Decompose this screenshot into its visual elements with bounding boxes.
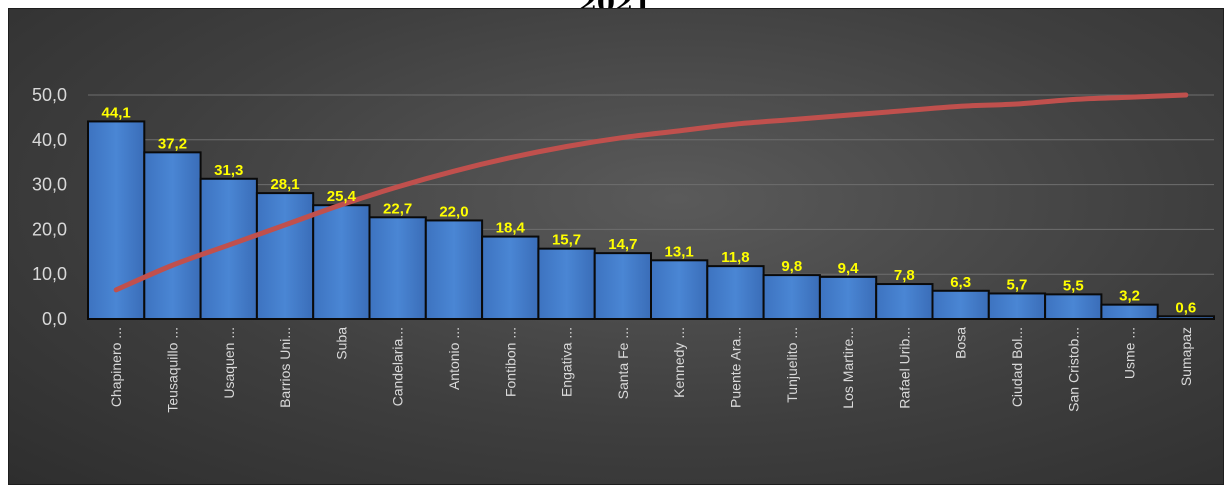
bar [1156, 315, 1215, 321]
y-tick-label: 0,0 [42, 309, 67, 329]
y-tick-label: 20,0 [32, 219, 67, 239]
cumulative-line-path [113, 92, 1189, 293]
category-label: Candelaria... [390, 327, 406, 406]
x-axis: Chapinero ... Teusaquillo ... Usaquen ... B… [108, 327, 1194, 413]
bar [987, 292, 1047, 320]
data-labels: 44,1 37,2 31,3 28,1 25,4 22,7 22,0 18,4 15,7 14,7… [102, 104, 1197, 316]
data-label: 7,8 [894, 267, 915, 284]
data-label: 22,7 [383, 200, 412, 217]
category-label: San Cristob... [1065, 327, 1081, 412]
category-label: Los Martire... [840, 327, 856, 409]
y-axis: 0,0 10,0 20,0 30,0 40,0 50,0 [32, 85, 67, 329]
category-label: Chapinero ... [108, 327, 124, 407]
y-tick-label: 30,0 [32, 175, 67, 195]
bar [199, 177, 258, 320]
chart-panel: 44,1 37,2 31,3 28,1 25,4 22,7 22,0 18,4 15,7 14,7… [8, 8, 1224, 485]
data-label: 3,2 [1119, 288, 1140, 305]
data-label: 31,3 [214, 162, 243, 179]
category-label: Kennedy ... [671, 327, 687, 398]
data-label: 9,8 [781, 258, 802, 275]
y-tick-label: 40,0 [32, 130, 67, 150]
bar [593, 252, 653, 320]
data-label: 22,0 [439, 203, 468, 220]
data-label: 5,5 [1063, 277, 1084, 294]
pareto-chart: 44,1 37,2 31,3 28,1 25,4 22,7 22,0 18,4 15,7 14,7… [32, 85, 1215, 413]
category-label: Sumapaz [1178, 327, 1194, 386]
category-label: Tunjuelito ... [784, 327, 800, 403]
category-label: Puente Ara... [727, 327, 743, 408]
category-label: Rafael Urib... [896, 327, 912, 409]
category-label: Teusaquillo ... [164, 327, 180, 413]
data-label: 9,4 [838, 260, 860, 277]
data-label: 18,4 [496, 220, 526, 237]
bar [312, 204, 371, 320]
category-label: Bosa [953, 327, 969, 359]
category-label: Antonio ... [446, 327, 462, 390]
cumulative-line [113, 92, 1189, 293]
bar [650, 259, 709, 320]
bar [875, 283, 934, 320]
bar [931, 289, 990, 320]
data-label: 28,1 [270, 176, 299, 193]
y-tick-label: 10,0 [32, 264, 67, 284]
bar [143, 151, 202, 320]
data-label: 44,1 [102, 104, 131, 121]
category-label: Santa Fe ... [615, 327, 631, 399]
data-label: 13,1 [665, 243, 694, 260]
bar [818, 275, 878, 320]
bar [762, 274, 821, 321]
data-label: 37,2 [158, 135, 187, 152]
y-tick-label: 50,0 [32, 85, 67, 105]
bar [706, 265, 765, 320]
bar [255, 192, 315, 320]
bar [424, 219, 484, 320]
data-label: 15,7 [552, 232, 581, 249]
category-label: Barrios Uni... [277, 327, 293, 408]
bar [481, 235, 540, 320]
category-label: Ciudad Bol... [1009, 327, 1025, 407]
bar [368, 216, 427, 320]
bar [1100, 303, 1159, 321]
bar [537, 247, 596, 320]
category-label: Suba [333, 327, 349, 360]
bar [1044, 293, 1103, 320]
data-label: 25,4 [327, 188, 357, 205]
data-label: 0,6 [1175, 299, 1196, 316]
data-label: 11,8 [721, 249, 749, 266]
data-label: 6,3 [950, 274, 971, 291]
category-label: Usaquen ... [221, 327, 237, 399]
category-label: Fontibon ... [502, 327, 518, 397]
category-label: Usme ... [1122, 327, 1138, 379]
bars [87, 120, 1215, 321]
category-label: Engativa ... [559, 327, 575, 397]
data-label: 14,7 [608, 236, 637, 253]
data-label: 5,7 [1007, 276, 1028, 293]
